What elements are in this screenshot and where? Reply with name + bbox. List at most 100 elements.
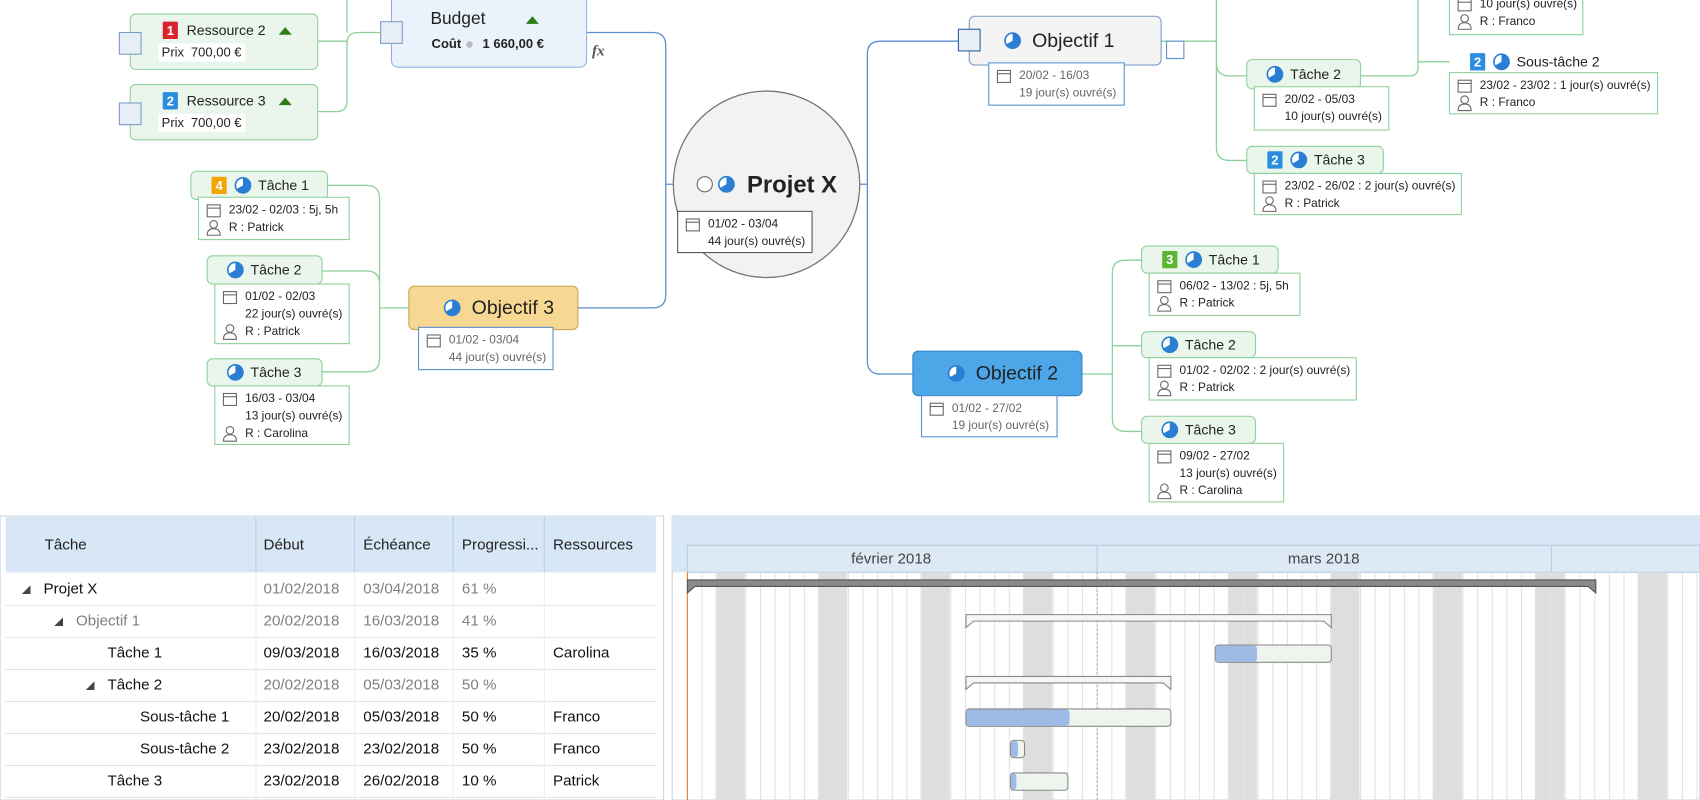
connector	[586, 31, 667, 185]
month-label: février 2018	[851, 550, 931, 567]
up-arrow	[278, 97, 292, 106]
table-cell: 16/03/2018	[363, 613, 439, 630]
objective-label: Objectif 3	[472, 297, 554, 319]
table-cell: 50 %	[462, 677, 497, 694]
info-text: 19 jour(s) ouvré(s)	[952, 418, 1049, 432]
info-text: 20/02 - 16/03	[1019, 68, 1090, 82]
calendar-icon	[1157, 364, 1172, 378]
table-cell: 01/02/2018	[264, 581, 340, 598]
connector	[1081, 259, 1142, 433]
clock-icon	[696, 176, 713, 193]
table-cell: Tâche 1	[107, 645, 162, 662]
progress-icon	[228, 262, 244, 278]
calendar-icon	[1457, 0, 1472, 12]
info-text: 20/02 - 05/03	[1285, 92, 1356, 106]
weekend-column	[1227, 572, 1258, 800]
info-text: 13 jour(s) ouvré(s)	[1180, 466, 1277, 480]
priority-badge	[162, 92, 178, 110]
priority: 1	[167, 23, 174, 38]
info-text: R : Franco	[1480, 95, 1536, 109]
label: fx	[592, 43, 605, 60]
info-text: 10 jour(s) ouvré(s)	[1480, 0, 1577, 10]
expand-toggle[interactable]	[85, 681, 95, 690]
person-icon	[1457, 103, 1472, 112]
table-cell: 10 %	[462, 773, 497, 790]
info-box	[1253, 172, 1462, 216]
info-box	[197, 196, 350, 241]
info-text: 23/02 - 26/02 : 2 jour(s) ouvré(s)	[1285, 179, 1456, 193]
table-header	[5, 517, 656, 573]
weekend-column	[715, 572, 745, 800]
info-text: 01/02 - 03/04	[449, 333, 520, 347]
task-label: Tâche 2	[1185, 337, 1236, 353]
table-cell: 26/02/2018	[363, 773, 439, 790]
label: Prix	[162, 115, 185, 130]
person-icon	[1157, 491, 1172, 500]
priority: 3	[1166, 252, 1173, 267]
priority-badge	[162, 21, 178, 40]
table-cell: Franco	[553, 741, 600, 758]
calendar-icon	[222, 392, 237, 406]
info-text: 09/02 - 27/02	[1180, 449, 1251, 463]
progress-icon	[228, 364, 244, 380]
task-label: Tâche 3	[1314, 152, 1365, 168]
task-label: Sous-tâche 2	[1517, 54, 1600, 70]
person-icon	[206, 228, 221, 236]
info-text: 01/02 - 03/04	[708, 217, 779, 231]
connector	[317, 31, 392, 113]
task-label: Tâche 1	[258, 177, 309, 193]
resource-icon	[118, 31, 142, 55]
progress-icon	[719, 176, 735, 192]
info-box	[1148, 442, 1285, 503]
weekend-column	[1535, 572, 1565, 800]
table-cell: 50 %	[462, 709, 497, 726]
task-label: Tâche 2	[251, 262, 302, 278]
summary-bar	[965, 675, 1172, 691]
info-box	[988, 62, 1125, 106]
weekend-column	[1432, 572, 1462, 800]
info-box	[1253, 86, 1390, 131]
table-cell: 16/03/2018	[363, 645, 439, 662]
table-cell: Objectif 1	[76, 613, 140, 630]
progress-icon	[1292, 152, 1307, 168]
connectors	[317, 0, 1450, 433]
progress-icon	[1268, 66, 1283, 82]
calendar-icon	[426, 334, 441, 348]
table-cell: Sous-tâche 2	[140, 741, 229, 758]
info-text: R : Carolina	[245, 426, 308, 440]
task-label: Tâche 3	[251, 364, 302, 380]
info-text: 44 jour(s) ouvré(s)	[708, 234, 805, 248]
calendar-icon	[1262, 93, 1277, 107]
calendar-icon	[1457, 79, 1472, 93]
label: Coût	[432, 36, 462, 51]
person-icon	[222, 332, 237, 340]
connector	[322, 184, 409, 373]
table-cell: 05/03/2018	[363, 677, 439, 694]
calendar-icon	[685, 218, 700, 232]
priority: 2	[167, 93, 174, 108]
objective-icon	[957, 28, 981, 52]
summary-bar	[686, 579, 1597, 595]
table-cell: 20/02/2018	[264, 613, 340, 630]
budget-box	[390, 0, 588, 68]
info-text: 16/03 - 03/04	[245, 391, 316, 405]
info-text: 23/02 - 23/02 : 1 jour(s) ouvré(s)	[1480, 78, 1651, 92]
connector	[317, 0, 348, 42]
price-field	[158, 113, 246, 133]
progress-icon	[949, 365, 964, 382]
person-icon	[1157, 304, 1172, 312]
calendar-icon	[206, 204, 221, 218]
info-text: 44 jour(s) ouvré(s)	[449, 350, 546, 364]
table-cell: 50 %	[462, 741, 497, 758]
info-text: 13 jour(s) ouvré(s)	[245, 408, 342, 422]
connector	[1360, 0, 1450, 77]
info-text: R : Patrick	[229, 220, 284, 234]
resource-icon	[118, 102, 142, 126]
table-cell: 35 %	[462, 645, 497, 662]
table-cell: Patrick	[553, 773, 600, 790]
info-box	[921, 395, 1058, 438]
person-icon	[1457, 22, 1472, 30]
column-header: Début	[264, 536, 305, 553]
budget-label: Budget	[430, 8, 485, 28]
